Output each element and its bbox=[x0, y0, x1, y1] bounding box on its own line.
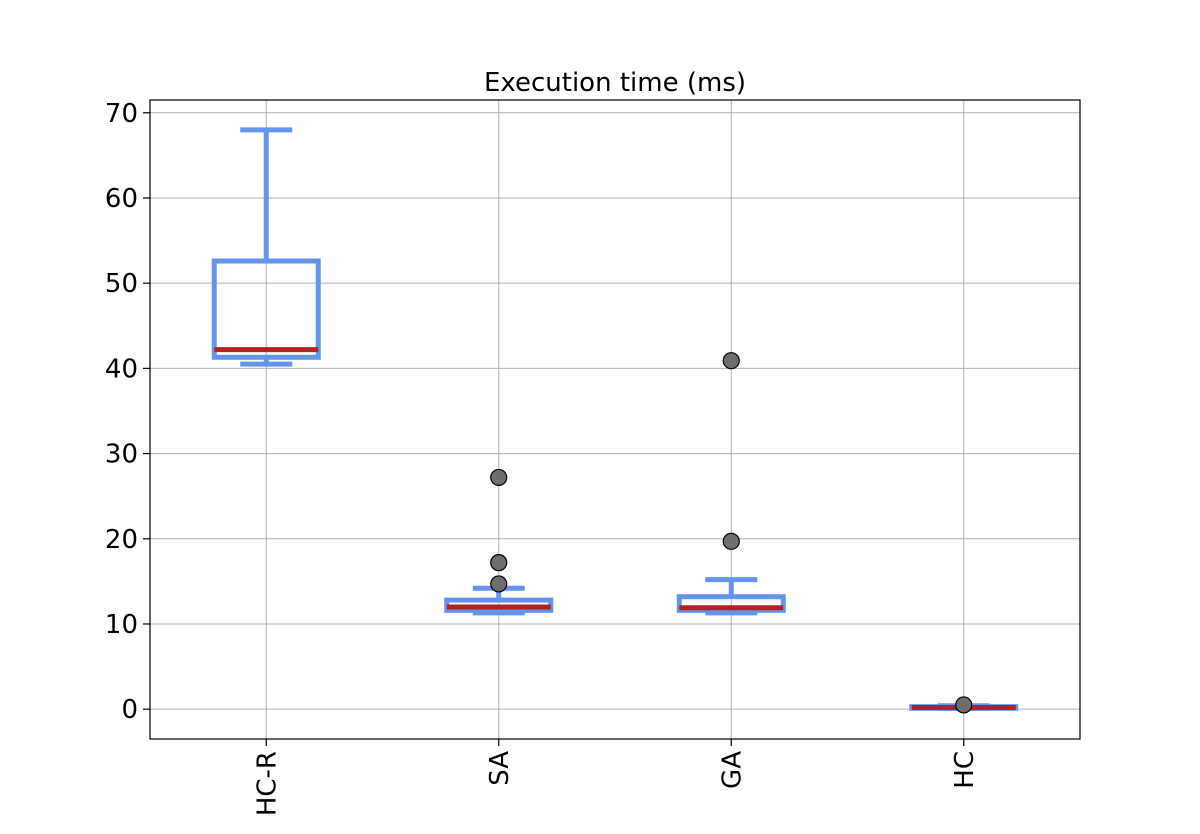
x-tick-label: HC bbox=[950, 751, 980, 789]
y-tick-label: 0 bbox=[121, 695, 138, 725]
y-tick-label: 50 bbox=[105, 269, 138, 299]
box-layer bbox=[211, 127, 1019, 714]
box-iqr bbox=[676, 594, 786, 613]
outlier-point bbox=[722, 352, 740, 370]
chart-title: Execution time (ms) bbox=[484, 68, 746, 98]
outlier-point bbox=[722, 532, 740, 550]
x-tick-label: GA bbox=[717, 751, 747, 789]
y-tick-label: 70 bbox=[105, 99, 138, 129]
y-tick-label: 10 bbox=[105, 610, 138, 640]
box-group bbox=[211, 127, 321, 367]
y-tick-label: 40 bbox=[105, 354, 138, 384]
box-group bbox=[444, 468, 554, 616]
axes-layer: 0 10 20 30 40 50 60 70 HC-R SA GA HC bbox=[105, 99, 1081, 816]
y-tick-label: 30 bbox=[105, 440, 138, 470]
y-tick-label: 60 bbox=[105, 184, 138, 214]
box-group bbox=[909, 696, 1019, 714]
grid-layer bbox=[150, 100, 1080, 739]
y-tick-label: 20 bbox=[105, 525, 138, 555]
box-group bbox=[676, 352, 786, 616]
outlier-point bbox=[955, 696, 973, 714]
plot-frame bbox=[149, 99, 1081, 740]
x-tick-label: SA bbox=[485, 751, 515, 786]
outlier-point bbox=[490, 575, 508, 593]
box-iqr bbox=[211, 258, 321, 360]
x-tick-label: HC-R bbox=[252, 751, 282, 816]
outlier-point bbox=[490, 554, 508, 572]
outlier-point bbox=[490, 468, 508, 487]
